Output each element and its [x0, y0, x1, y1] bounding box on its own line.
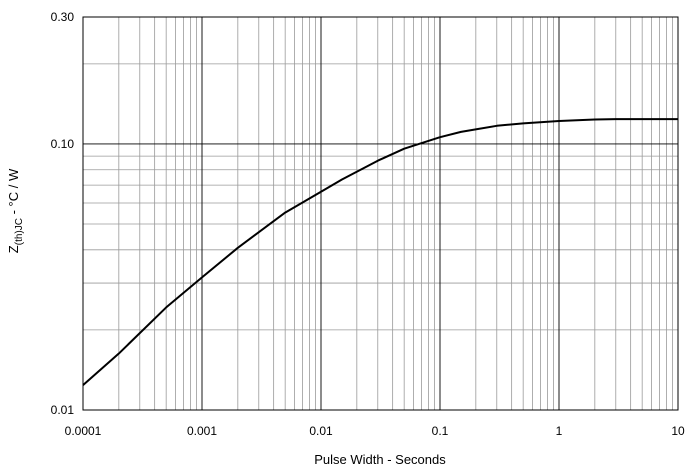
y-tick-label: 0.01 [51, 403, 75, 417]
x-axis-title: Pulse Width - Seconds [314, 452, 446, 467]
y-axis-tick-labels: 0.01 0.10 0.30 [51, 10, 75, 417]
series-layer [82, 118, 678, 386]
x-tick-label: 0.001 [187, 424, 217, 438]
y-axis-title-unit: - °C / W [6, 168, 21, 218]
x-tick-label: 0.0001 [65, 424, 102, 438]
zth-curve-line [82, 118, 678, 386]
y-axis-title-main: Z [6, 245, 21, 253]
x-tick-label: 10 [671, 424, 685, 438]
minor-gridlines [83, 17, 678, 410]
y-axis-title-subscript: (th)JC [14, 218, 25, 245]
x-tick-label: 0.1 [432, 424, 449, 438]
plot-area-border [82, 16, 679, 411]
y-axis-title: Z(th)JC - °C / W [6, 168, 25, 253]
x-axis-tick-labels: 0.0001 0.001 0.01 0.1 1 10 [65, 424, 685, 438]
x-tick-label: 0.01 [309, 424, 333, 438]
major-gridlines [83, 17, 678, 410]
y-tick-label: 0.10 [51, 137, 75, 151]
x-tick-label: 1 [556, 424, 563, 438]
y-tick-label: 0.30 [51, 10, 75, 24]
